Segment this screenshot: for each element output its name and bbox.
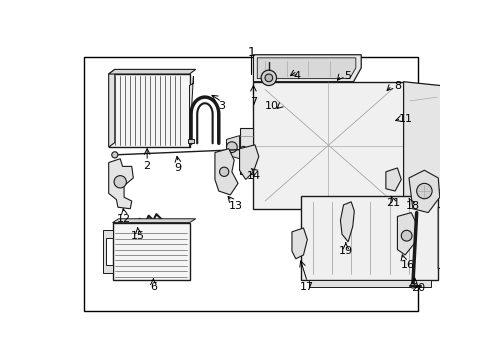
Polygon shape <box>109 69 196 74</box>
Polygon shape <box>438 207 455 269</box>
Text: 7: 7 <box>250 97 257 107</box>
Polygon shape <box>215 149 238 195</box>
Circle shape <box>261 70 276 86</box>
Text: 2: 2 <box>144 161 151 171</box>
Circle shape <box>401 230 412 241</box>
Polygon shape <box>226 136 240 159</box>
Polygon shape <box>240 128 253 174</box>
Circle shape <box>265 74 273 82</box>
Text: 18: 18 <box>406 202 420 211</box>
Polygon shape <box>341 202 354 242</box>
Text: 20: 20 <box>411 283 425 293</box>
Circle shape <box>226 142 237 153</box>
Circle shape <box>112 152 118 158</box>
Text: 15: 15 <box>131 231 145 241</box>
Text: 8: 8 <box>394 81 401 91</box>
Circle shape <box>335 86 341 93</box>
Polygon shape <box>397 213 416 255</box>
Polygon shape <box>109 69 115 147</box>
Text: 11: 11 <box>399 114 413 123</box>
Polygon shape <box>403 101 408 112</box>
Polygon shape <box>113 219 196 222</box>
Text: 5: 5 <box>344 71 351 81</box>
Circle shape <box>291 78 298 86</box>
Circle shape <box>416 183 432 199</box>
Polygon shape <box>109 74 190 147</box>
Polygon shape <box>386 168 401 191</box>
Text: 3: 3 <box>219 101 225 111</box>
Polygon shape <box>109 159 133 209</box>
Text: 1: 1 <box>247 46 255 59</box>
Text: 10: 10 <box>265 100 279 111</box>
Circle shape <box>293 80 296 84</box>
Circle shape <box>220 167 229 176</box>
Polygon shape <box>253 55 361 82</box>
Text: 4: 4 <box>294 71 301 81</box>
Polygon shape <box>309 280 431 287</box>
Circle shape <box>320 83 328 91</box>
Polygon shape <box>301 195 438 280</box>
Polygon shape <box>257 58 356 78</box>
Circle shape <box>114 176 126 188</box>
Text: 9: 9 <box>174 163 181 173</box>
Polygon shape <box>363 95 403 118</box>
Polygon shape <box>404 82 443 201</box>
Polygon shape <box>409 170 440 213</box>
Text: 17: 17 <box>300 282 315 292</box>
Polygon shape <box>113 222 190 280</box>
Circle shape <box>411 283 415 288</box>
Text: 16: 16 <box>400 260 415 270</box>
Polygon shape <box>292 228 307 259</box>
Polygon shape <box>188 139 194 143</box>
Text: 6: 6 <box>150 282 157 292</box>
Text: 14: 14 <box>246 171 261 181</box>
Text: 21: 21 <box>387 198 401 208</box>
Polygon shape <box>103 230 113 273</box>
Bar <box>84 57 418 311</box>
Polygon shape <box>253 82 404 209</box>
Polygon shape <box>240 145 259 180</box>
Text: 13: 13 <box>229 202 243 211</box>
Text: 12: 12 <box>117 214 131 224</box>
Circle shape <box>240 147 246 153</box>
Polygon shape <box>365 96 392 116</box>
Circle shape <box>131 220 140 229</box>
Polygon shape <box>190 76 194 147</box>
Text: 19: 19 <box>339 246 353 256</box>
